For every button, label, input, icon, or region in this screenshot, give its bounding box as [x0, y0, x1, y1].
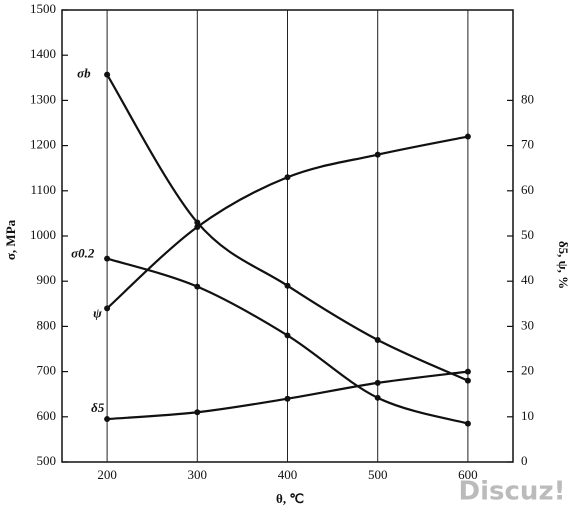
y-axis-title: σ, MPa	[3, 219, 18, 260]
data-point	[464, 133, 471, 140]
series-line	[106, 74, 469, 382]
y2-axis-title: δ5, ψ, %	[556, 241, 571, 289]
data-point	[284, 282, 291, 289]
series-label: δ5	[91, 400, 105, 415]
y2-tick-label: 70	[521, 137, 534, 152]
series-label: ψ	[93, 305, 102, 320]
y2-tick-label: 10	[521, 408, 534, 423]
data-point	[374, 379, 381, 386]
series-label: σb	[77, 66, 91, 81]
data-point	[194, 283, 201, 290]
y-tick-label: 700	[37, 363, 57, 378]
y-tick-label: 1300	[30, 91, 56, 106]
series-line	[106, 135, 469, 310]
data-point	[374, 336, 381, 343]
y-tick-label: 800	[37, 317, 57, 332]
data-point	[284, 174, 291, 181]
x-tick-label: 300	[188, 467, 208, 482]
y2-tick-label: 80	[521, 91, 534, 106]
y2-tick-label: 0	[521, 453, 528, 468]
y-tick-label: 1500	[30, 1, 56, 16]
y2-tick-label: 30	[521, 317, 534, 332]
data-point	[104, 255, 111, 262]
y-tick-label: 1200	[30, 137, 56, 152]
y2-tick-label: 60	[521, 182, 534, 197]
data-point	[104, 305, 111, 312]
y-tick-label: 900	[37, 272, 57, 287]
y-tick-label: 600	[37, 408, 57, 423]
data-point	[374, 151, 381, 158]
y2-tick-label: 50	[521, 227, 534, 242]
data-point	[104, 416, 111, 423]
data-point	[104, 71, 111, 78]
data-point	[464, 368, 471, 375]
y-tick-label: 1400	[30, 46, 56, 61]
data-point	[464, 377, 471, 384]
y-tick-label: 500	[37, 453, 57, 468]
data-point	[464, 420, 471, 427]
data-point	[194, 223, 201, 230]
x-tick-label: 500	[368, 467, 388, 482]
y-tick-label: 1000	[30, 227, 56, 242]
x-axis-title: θ, ℃	[276, 491, 304, 506]
data-point	[284, 332, 291, 339]
y2-tick-label: 20	[521, 363, 534, 378]
x-tick-label: 400	[278, 467, 298, 482]
watermark: Discuz!	[459, 477, 566, 507]
data-point	[284, 395, 291, 402]
y2-tick-label: 40	[521, 272, 534, 287]
x-tick-label: 600	[458, 467, 478, 482]
series-label: σ0.2	[71, 246, 95, 261]
x-tick-label: 200	[97, 467, 117, 482]
data-point	[194, 409, 201, 416]
data-point	[374, 394, 381, 401]
y-tick-label: 1100	[30, 182, 56, 197]
data-point	[194, 219, 201, 226]
